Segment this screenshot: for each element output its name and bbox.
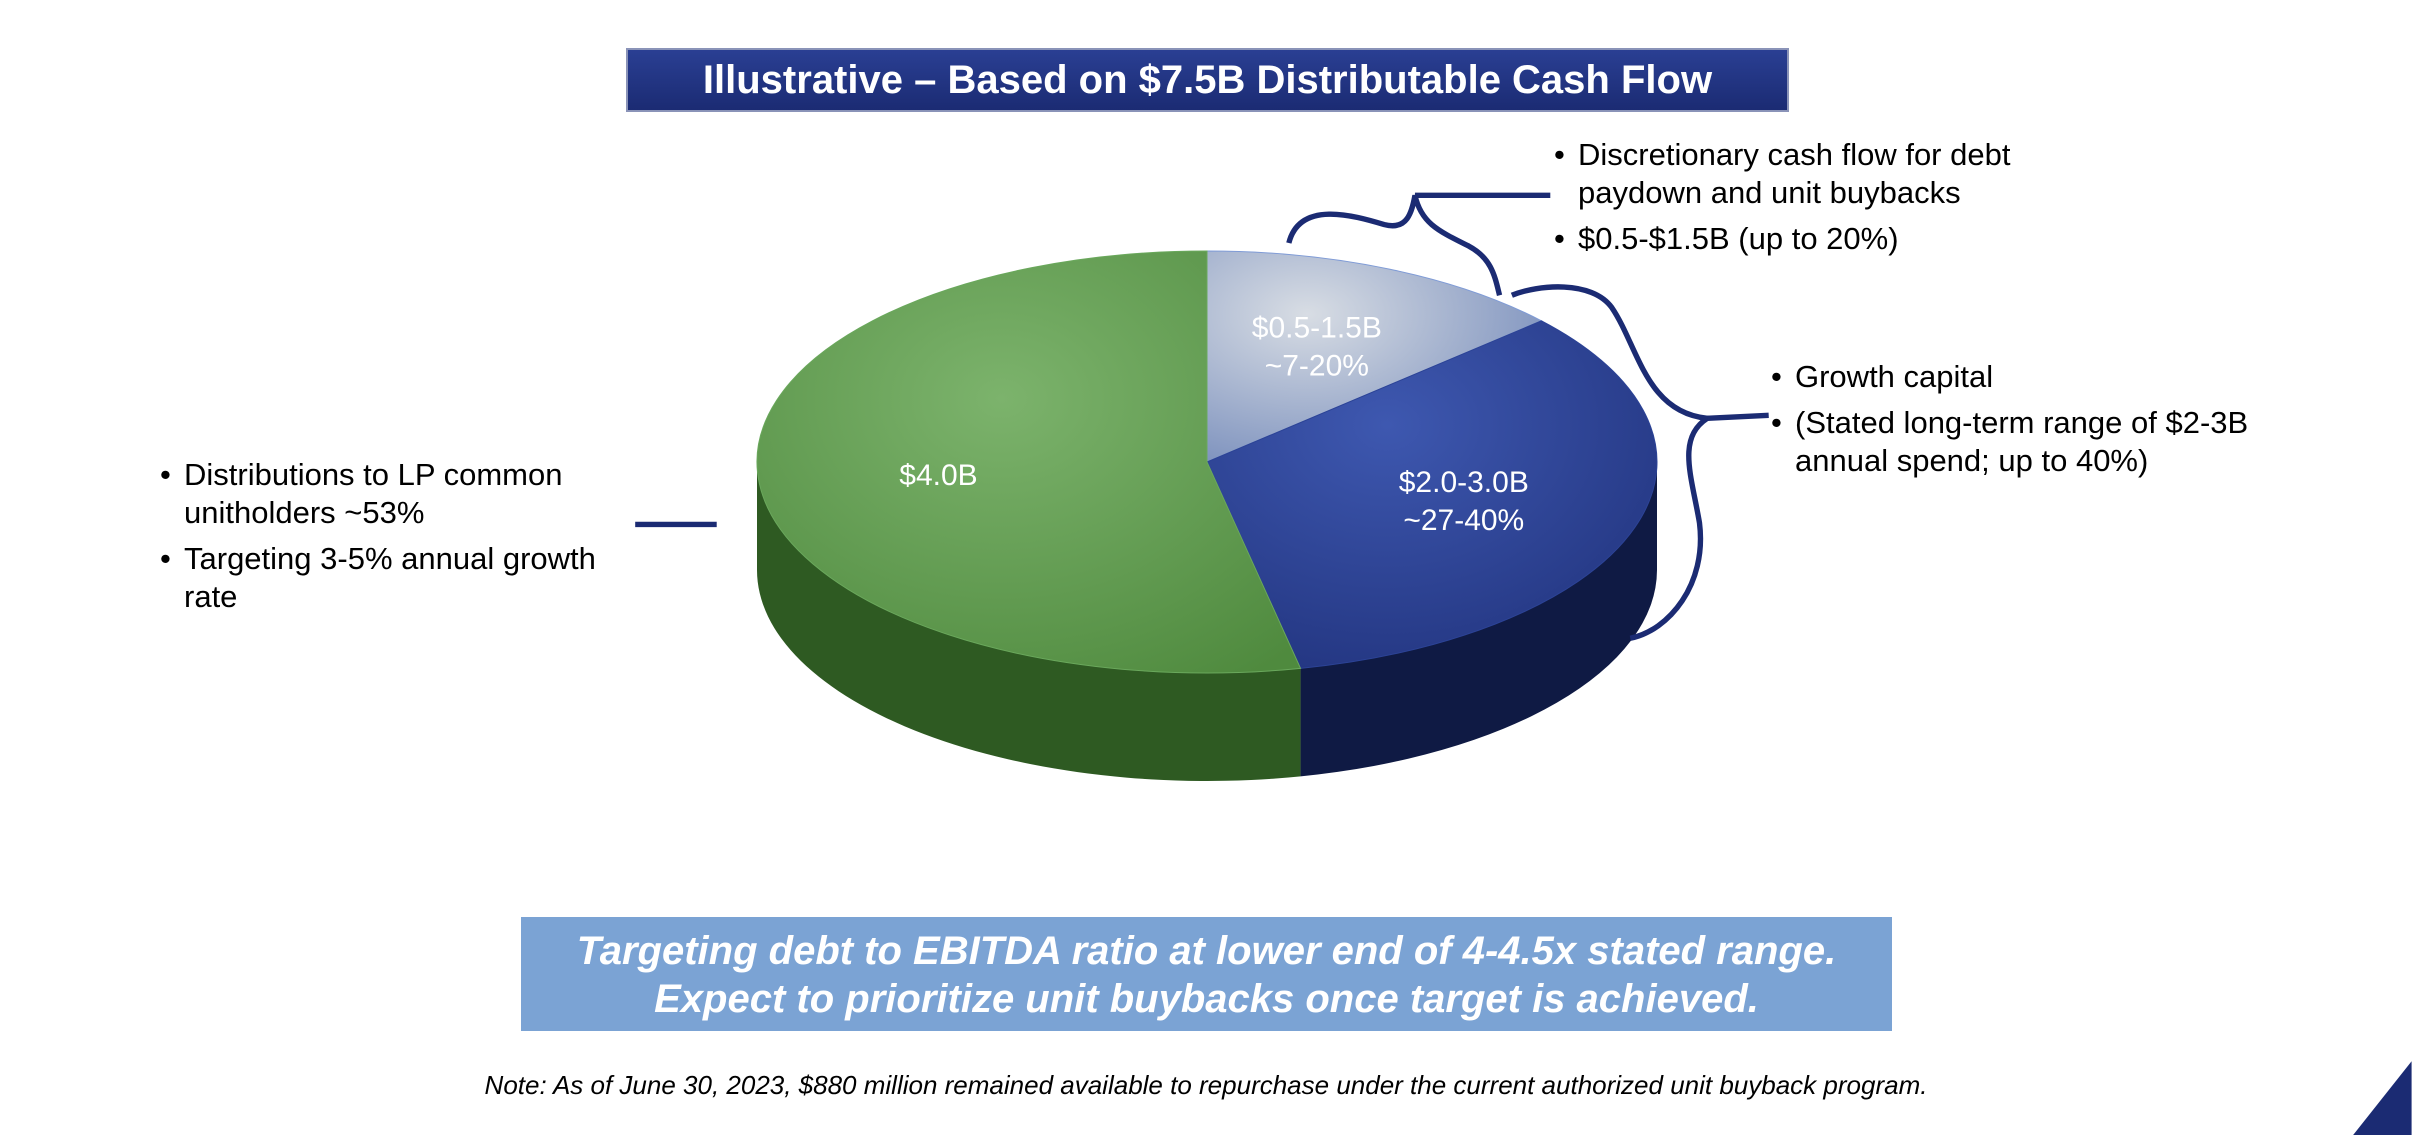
pie: $0.5-1.5B ~7-20% $2.0-3.0B ~27-40% $4.0B <box>756 250 1658 782</box>
pie-slice-side <box>757 462 1301 782</box>
bullet-line: Distributions to LP common <box>184 457 563 492</box>
banner-line: Expect to prioritize unit buybacks once … <box>654 977 1759 1021</box>
data-label-line: $0.5-1.5B <box>1252 311 1382 344</box>
note: Note: As of June 30, 2023, $880 million … <box>484 1070 1928 1100</box>
data-label: $0.5-1.5B ~7-20% <box>1252 311 1382 382</box>
bullet-line: unitholders ~53% <box>184 495 425 530</box>
bullet-line: Growth capital <box>1795 359 1994 394</box>
pie-slice <box>1206 250 1543 463</box>
pie-slice <box>1206 320 1658 669</box>
bullet-line: (Stated long-term range of $2-3B <box>1795 405 2249 440</box>
bullet-item: Discretionary cash flow for debtpaydown … <box>1554 136 2010 212</box>
pie-slice-side <box>1300 462 1657 777</box>
data-label-line: $4.0B <box>899 459 977 492</box>
right-brace-stem <box>1707 412 1769 422</box>
bullet-line: Discretionary cash flow for debt <box>1578 137 2011 172</box>
pie-sides <box>757 462 1657 782</box>
data-label: $4.0B <box>899 459 977 492</box>
top-brace <box>1286 194 1503 296</box>
data-label-line: ~7-20% <box>1265 349 1369 382</box>
bullet-line: Targeting 3-5% annual growth <box>184 541 596 576</box>
bullet-line: paydown and unit buybacks <box>1578 175 1961 210</box>
bullet-line: $0.5-$1.5B (up to 20%) <box>1578 221 1899 256</box>
right-annotation: Growth capital (Stated long-term range of… <box>1771 358 2248 488</box>
bullet-line: rate <box>184 579 238 614</box>
bullet-line: annual spend; up to 40%) <box>1795 443 2149 478</box>
data-label-line: ~27-40% <box>1403 504 1524 537</box>
banner-line: Targeting debt to EBITDA ratio at lower … <box>576 929 1837 973</box>
bullet-item: $0.5-$1.5B (up to 20%) <box>1554 220 2010 258</box>
chart-title: Illustrative – Based on $7.5B Distributa… <box>626 48 1789 112</box>
bullet-item: Growth capital <box>1771 358 2248 396</box>
pie-tops <box>756 250 1658 674</box>
data-label-line: $2.0-3.0B <box>1399 466 1529 499</box>
data-label: $2.0-3.0B ~27-40% <box>1399 466 1529 537</box>
top-right-annotation: Discretionary cash flow for debtpaydown … <box>1554 136 2010 266</box>
pie-slice <box>756 250 1302 674</box>
banner: Targeting debt to EBITDA ratio at lower … <box>521 917 1892 1031</box>
